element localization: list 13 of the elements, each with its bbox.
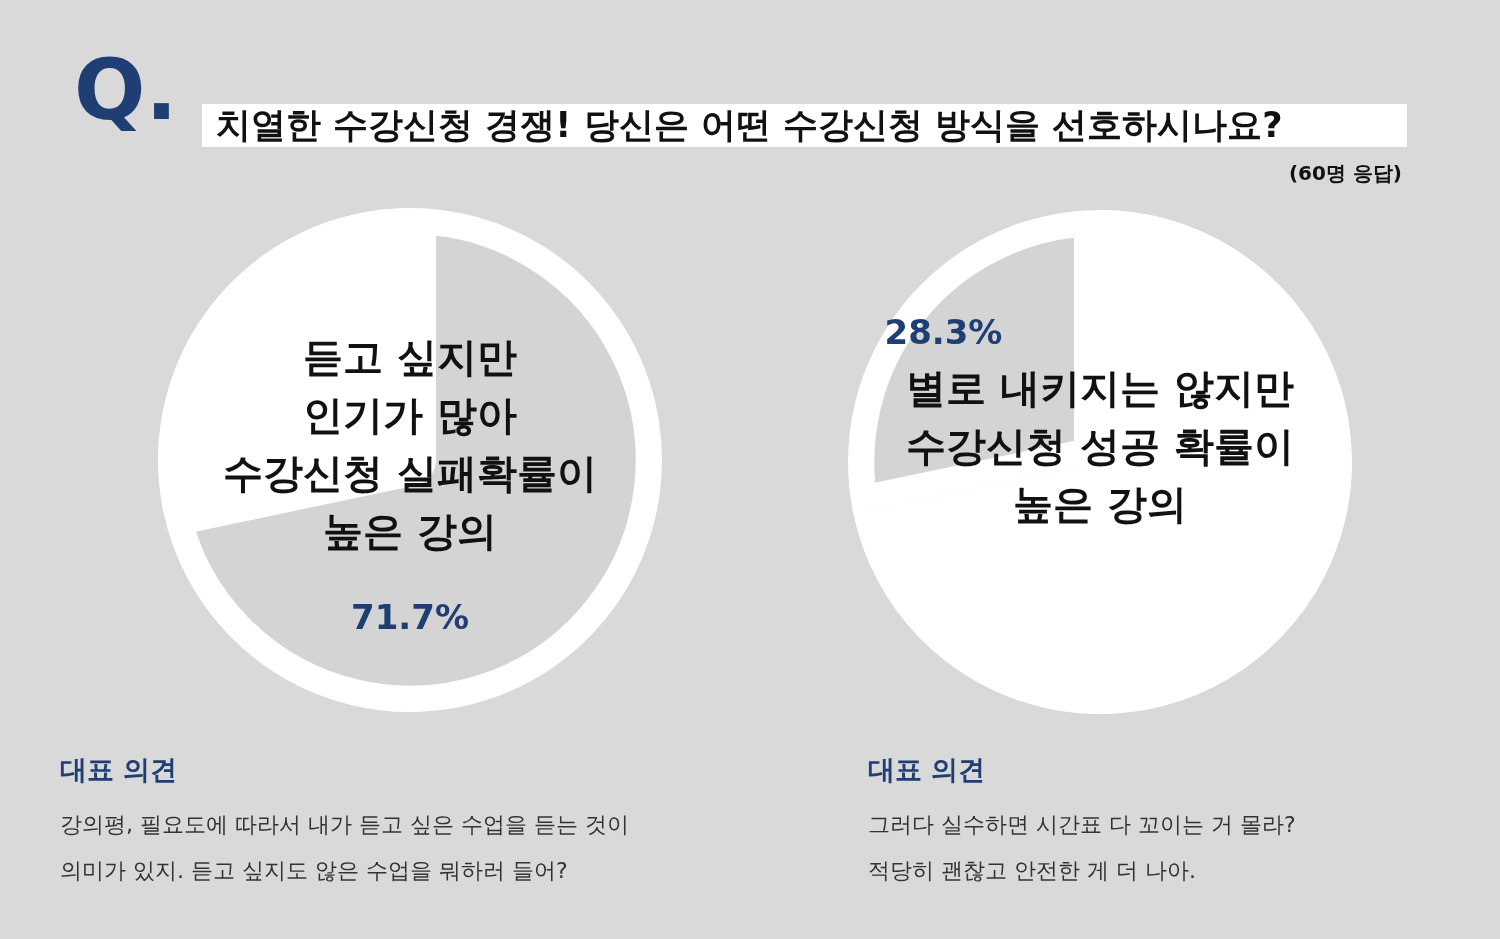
slice-label: 별로 내키지는 않지만 수강신청 성공 확률이 높은 강의 xyxy=(906,365,1294,528)
text: 치열한 수강신청 경쟁! 당신은 어떤 수강신청 방식을 선호하시나요? xyxy=(202,104,1407,147)
text: Q. xyxy=(74,41,178,139)
data-label: 71.7% xyxy=(351,596,469,637)
text: 의미가 있지. 듣고 싶지도 않은 수업을 뭐하러 들어? xyxy=(60,857,569,885)
slice-label: 듣고 싶지만 인기가 많아 수강신청 실패확률이 높은 강의 xyxy=(223,334,597,555)
text: 대표 의견 xyxy=(60,753,179,787)
text: 그러다 실수하면 시간표 다 꼬이는 거 몰라? xyxy=(868,811,1297,839)
text: (60명 응답) xyxy=(1288,160,1402,187)
text: 강의평, 필요도에 따라서 내가 듣고 싶은 수업을 듣는 것이 xyxy=(60,811,630,839)
text: 대표 의견 xyxy=(868,753,987,787)
text: 적당히 괜찮고 안전한 게 더 나아. xyxy=(868,857,1197,885)
data-label: 28.3% xyxy=(884,311,1003,352)
